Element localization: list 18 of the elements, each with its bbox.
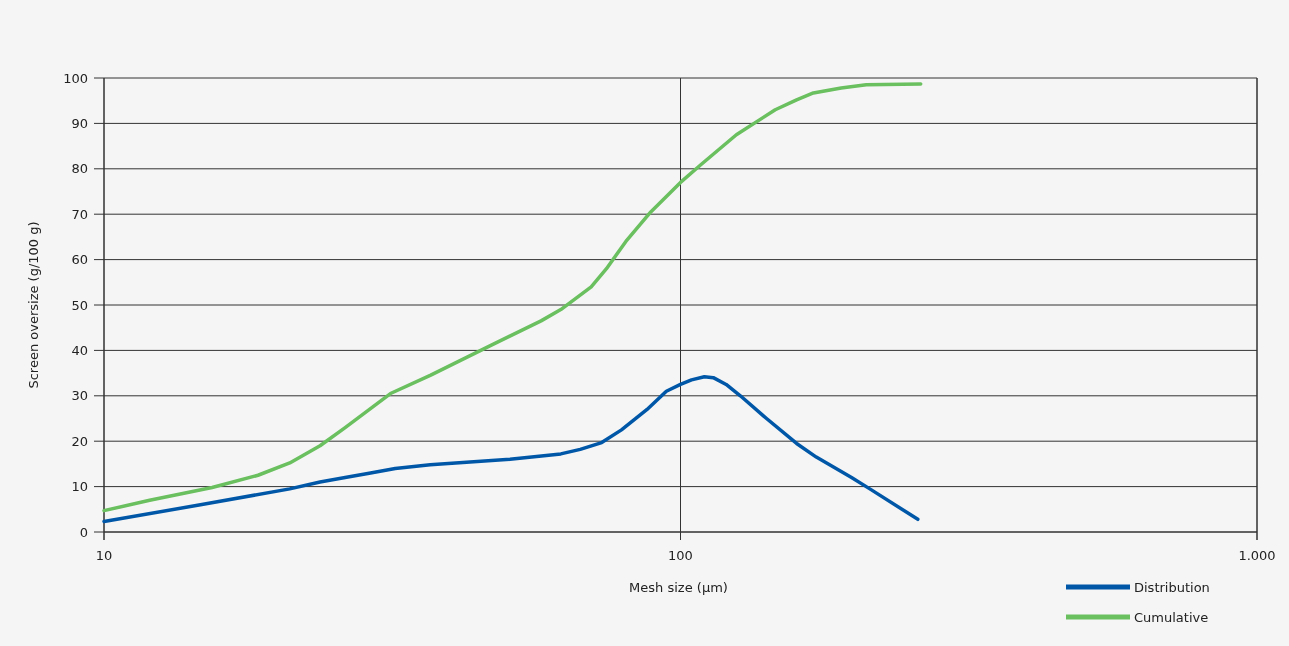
y-tick-label: 30 bbox=[71, 388, 88, 404]
y-tick-label: 50 bbox=[71, 297, 88, 313]
x-axis-title: Mesh size (µm) bbox=[629, 580, 728, 595]
y-tick-label: 90 bbox=[71, 115, 88, 131]
y-tick-label: 0 bbox=[79, 524, 88, 540]
x-tick-label: 100 bbox=[668, 548, 693, 563]
y-tick-label: 80 bbox=[71, 161, 88, 177]
y-tick-label: 10 bbox=[71, 479, 88, 495]
y-tick-label: 70 bbox=[71, 206, 88, 222]
legend-label: Cumulative bbox=[1134, 609, 1209, 625]
x-tick-label: 10 bbox=[95, 548, 113, 563]
x-tick-label: 1.000 bbox=[1238, 548, 1276, 563]
legend-label: Distribution bbox=[1134, 579, 1210, 595]
y-tick-label: 100 bbox=[63, 70, 88, 86]
y-tick-label: 20 bbox=[71, 433, 88, 449]
y-tick-label: 40 bbox=[71, 342, 88, 358]
y-tick-label: 60 bbox=[71, 252, 88, 268]
y-axis-title: Screen oversize (g/100 g) bbox=[26, 221, 41, 389]
